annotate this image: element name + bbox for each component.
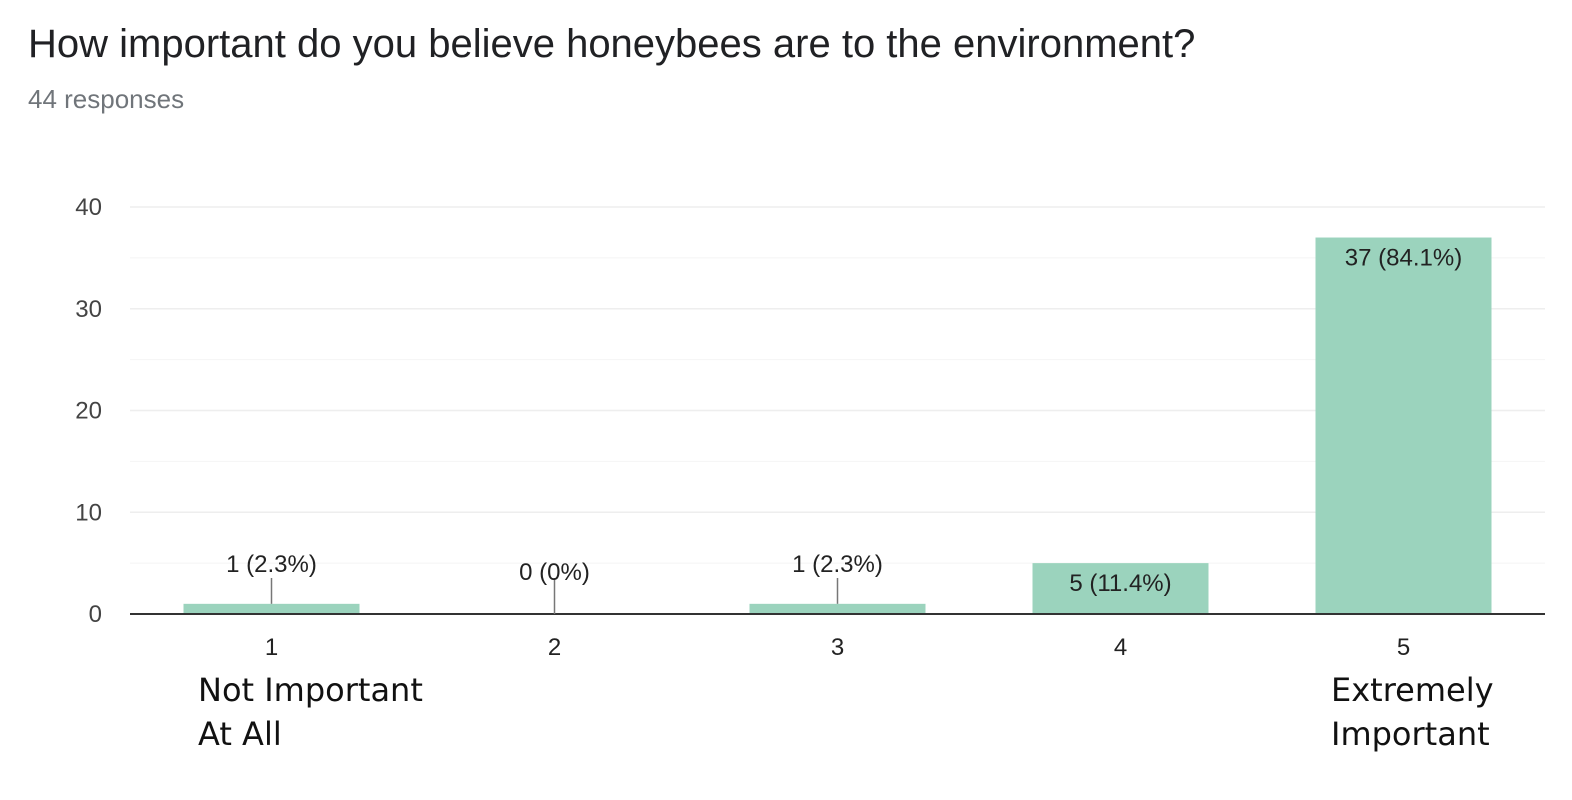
scale-high-label: Extremely Important — [1331, 668, 1494, 756]
data-label: 1 (2.3%) — [226, 551, 317, 578]
data-labels: 1 (2.3%) 0 (0%) 1 (2.3%) 5 (11.4%) 37 (84.1%… — [226, 245, 1462, 614]
bar-1 — [183, 603, 360, 614]
x-tick-label: 2 — [548, 634, 561, 661]
y-tick-label: 0 — [89, 601, 102, 628]
data-label: 0 (0%) — [519, 559, 590, 586]
x-axis-ticks: 1 2 3 4 5 — [265, 634, 1410, 661]
grid-lines — [130, 206, 1545, 564]
scale-low-label-line2: At All — [198, 715, 282, 753]
x-tick-label: 3 — [831, 634, 844, 661]
bar-5 — [1315, 237, 1492, 614]
chart-title: How important do you believe honeybees a… — [28, 22, 1196, 66]
scale-low-label: Not Important At All — [198, 668, 423, 756]
bar-4 — [1032, 563, 1209, 614]
scale-high-label-line1: Extremely — [1331, 671, 1494, 709]
y-tick-label: 10 — [75, 499, 102, 526]
y-tick-label: 30 — [75, 296, 102, 323]
x-tick-label: 4 — [1114, 634, 1127, 661]
bars — [183, 237, 1492, 614]
response-count: 44 responses — [28, 84, 185, 114]
y-tick-label: 40 — [75, 194, 102, 221]
scale-high-label-line2: Important — [1331, 715, 1490, 753]
y-tick-label: 20 — [75, 398, 102, 425]
data-label: 1 (2.3%) — [792, 551, 883, 578]
bar-3 — [749, 603, 926, 614]
scale-low-label-line1: Not Important — [198, 671, 423, 709]
data-label: 5 (11.4%) — [1069, 570, 1171, 597]
x-tick-label: 5 — [1397, 634, 1410, 661]
data-label: 37 (84.1%) — [1345, 245, 1462, 272]
y-axis-ticks: 0 10 20 30 40 — [75, 194, 102, 628]
x-tick-label: 1 — [265, 634, 278, 661]
